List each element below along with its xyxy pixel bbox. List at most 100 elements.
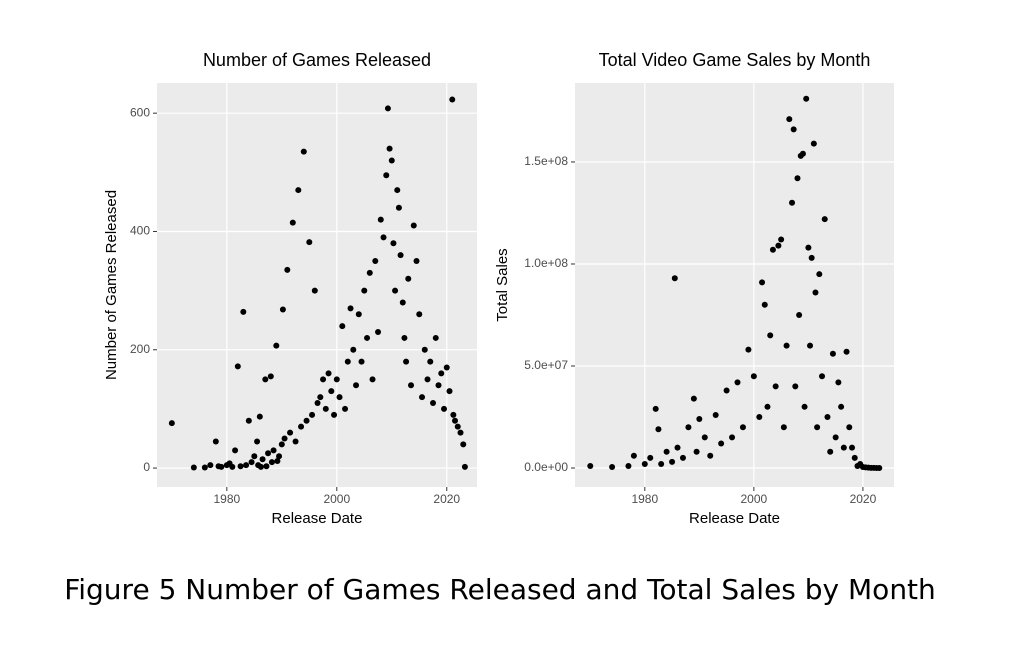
point — [824, 414, 831, 421]
point — [413, 258, 420, 265]
point — [821, 216, 828, 223]
point — [366, 269, 373, 276]
chart-title: Total Video Game Sales by Month — [599, 50, 871, 70]
point — [251, 453, 258, 460]
point — [812, 289, 819, 296]
point — [778, 236, 785, 243]
x-axis-label: Release Date — [272, 510, 363, 527]
point — [750, 373, 757, 380]
y-tick-label: 5.0e+07 — [524, 358, 568, 372]
x-tick-label: 2020 — [850, 492, 877, 506]
point — [284, 266, 291, 273]
point — [256, 413, 263, 420]
point — [232, 447, 239, 454]
point — [259, 456, 266, 463]
point — [243, 462, 250, 469]
point — [819, 373, 826, 380]
point — [435, 382, 442, 389]
point — [234, 363, 241, 370]
point — [168, 420, 175, 427]
point — [849, 444, 856, 451]
point — [712, 411, 719, 418]
point — [320, 376, 327, 383]
point — [416, 311, 423, 318]
point — [457, 429, 464, 436]
point — [796, 311, 803, 318]
point — [279, 306, 286, 313]
point — [424, 376, 431, 383]
point — [229, 463, 236, 470]
point — [355, 311, 362, 318]
point — [792, 383, 799, 390]
point — [799, 150, 806, 157]
y-tick-label: 1.0e+08 — [524, 256, 568, 270]
point — [609, 464, 616, 471]
point — [671, 275, 678, 282]
point — [827, 448, 834, 455]
point — [281, 435, 288, 442]
chart-title: Number of Games Released — [203, 50, 431, 70]
x-tick-label: 2000 — [323, 492, 350, 506]
point — [772, 383, 779, 390]
point — [816, 271, 823, 278]
point — [268, 459, 275, 466]
point — [718, 440, 725, 447]
point — [443, 364, 450, 371]
point — [331, 411, 338, 418]
point — [696, 416, 703, 423]
point — [361, 287, 368, 294]
point — [829, 350, 836, 357]
point — [810, 140, 817, 147]
point — [658, 460, 665, 467]
point — [460, 441, 467, 448]
point — [707, 452, 714, 459]
point — [384, 105, 391, 112]
point — [759, 279, 766, 286]
point — [701, 434, 708, 441]
point — [783, 342, 790, 349]
point — [454, 423, 461, 430]
point — [663, 448, 670, 455]
point — [364, 334, 371, 341]
point — [405, 275, 412, 282]
point — [690, 395, 697, 402]
x-tick-label: 1980 — [213, 492, 240, 506]
point — [767, 332, 774, 339]
y-axis-label: Number of Games Released — [103, 190, 120, 380]
point — [289, 219, 296, 226]
point — [587, 462, 594, 469]
point — [876, 465, 883, 472]
point — [808, 254, 815, 261]
point — [394, 187, 401, 194]
point — [336, 394, 343, 401]
point — [314, 400, 321, 407]
point — [438, 370, 445, 377]
point — [298, 423, 305, 430]
point — [745, 346, 752, 353]
point — [380, 234, 387, 241]
point — [693, 448, 700, 455]
point — [410, 222, 417, 229]
point — [449, 96, 456, 103]
point — [807, 342, 814, 349]
point — [392, 287, 399, 294]
point — [835, 379, 842, 386]
y-tick-label: 1.5e+08 — [524, 154, 568, 168]
point — [775, 242, 782, 249]
point — [403, 358, 410, 365]
point — [840, 444, 847, 451]
point — [734, 379, 741, 386]
x-axis-label: Release Date — [689, 510, 780, 527]
point — [803, 95, 810, 102]
point — [832, 434, 839, 441]
point — [805, 244, 812, 251]
point — [399, 299, 406, 306]
point — [383, 172, 390, 179]
point — [240, 308, 247, 315]
point — [674, 444, 681, 451]
y-tick-label: 0 — [143, 460, 150, 474]
point — [369, 376, 376, 383]
point — [265, 450, 272, 457]
point — [786, 116, 793, 123]
point — [397, 252, 404, 259]
